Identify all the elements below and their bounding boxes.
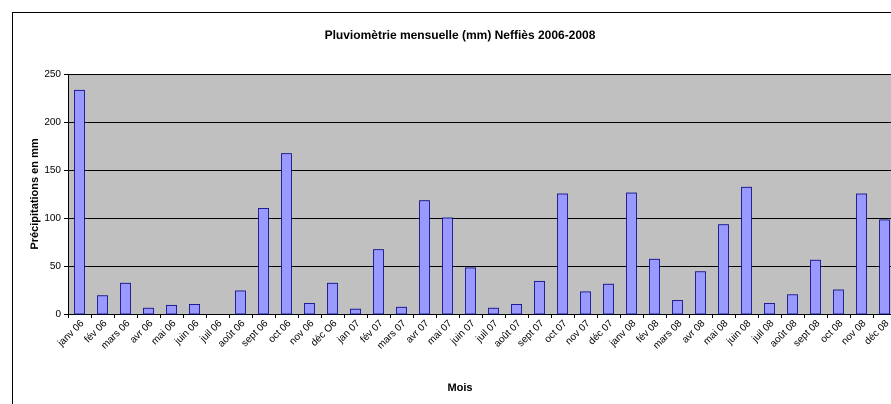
bar <box>695 271 706 315</box>
bar <box>258 207 269 315</box>
bar <box>189 303 200 315</box>
plot-area <box>68 74 891 314</box>
y-tick-label: 150 <box>44 165 61 176</box>
y-tick-label: 250 <box>44 69 61 80</box>
bar <box>442 217 453 315</box>
bar <box>626 192 637 315</box>
y-tick-label: 50 <box>50 261 62 272</box>
bar <box>557 193 568 315</box>
bar <box>810 259 821 315</box>
bar <box>235 290 246 315</box>
x-axis-label: Mois <box>447 382 472 394</box>
y-tick-label: 100 <box>44 213 61 224</box>
bar <box>580 291 591 315</box>
bar <box>120 282 131 315</box>
y-axis-label: Précipitations en mm <box>29 138 41 249</box>
bar <box>879 219 890 315</box>
bar <box>649 258 660 315</box>
bar <box>511 303 522 315</box>
bar <box>419 200 430 315</box>
bar <box>764 303 775 315</box>
bar <box>373 249 384 315</box>
y-tick-label: 0 <box>55 309 61 320</box>
bar <box>465 267 476 315</box>
bar <box>787 294 798 315</box>
bar <box>603 283 614 315</box>
bar <box>833 289 844 315</box>
bar <box>741 186 752 315</box>
bar <box>488 307 499 315</box>
bar <box>672 300 683 315</box>
bar <box>97 295 108 315</box>
bar <box>534 280 545 315</box>
chart-title: Pluviomètrie mensuelle (mm) Neffiès 2006… <box>325 28 596 42</box>
y-tick-label: 200 <box>44 117 61 128</box>
bar <box>281 153 292 315</box>
bar <box>718 224 729 315</box>
bar <box>396 306 407 315</box>
bar <box>304 303 315 315</box>
bar <box>166 304 177 315</box>
bar <box>143 307 154 315</box>
bar <box>74 89 85 315</box>
bar <box>350 308 361 315</box>
bar <box>327 282 338 315</box>
bar <box>856 193 867 315</box>
